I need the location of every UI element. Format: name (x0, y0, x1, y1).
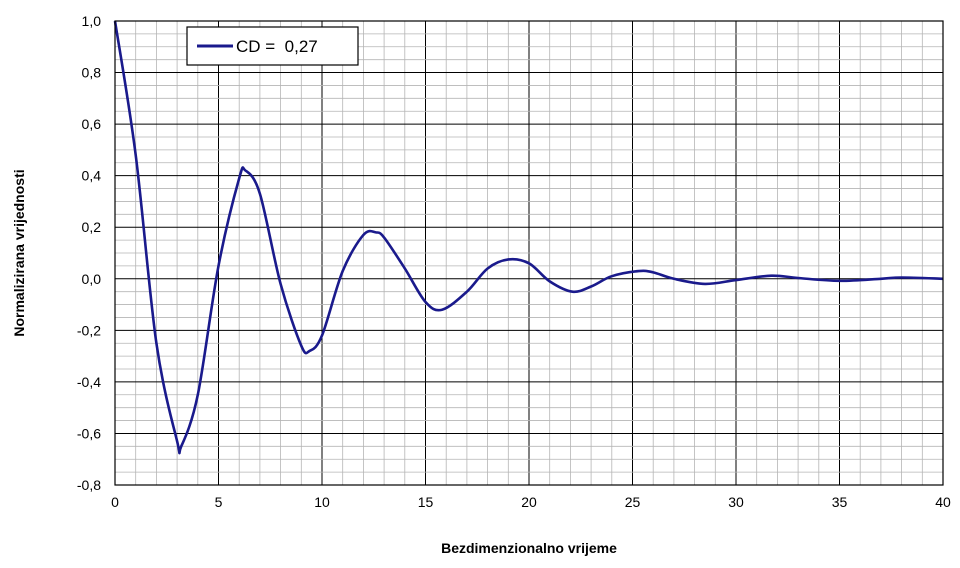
y-axis-title: Normalizirana vrijednosti (11, 169, 27, 336)
series-layer (113, 20, 944, 455)
x-tick-label: 0 (111, 494, 119, 510)
y-tick-label: 1,0 (82, 13, 102, 29)
grid (114, 20, 944, 486)
y-tick-label: -0,2 (77, 322, 101, 338)
y-tick-label: 0,2 (82, 219, 102, 235)
series-line (113, 20, 944, 455)
x-tick-label: 15 (418, 494, 434, 510)
x-tick-label: 30 (728, 494, 744, 510)
x-tick-label: 40 (935, 494, 951, 510)
y-tick-label: -0,6 (77, 425, 101, 441)
y-tick-label: -0,8 (77, 477, 101, 493)
x-tick-label: 35 (832, 494, 848, 510)
legend: CD = 0,27 (186, 26, 359, 66)
y-tick-label: 0,4 (82, 168, 102, 184)
x-tick-label: 25 (625, 494, 641, 510)
tick-labels: 0 5 10 15 20 25 30 35 40 1,0 0,8 0,6 0,4 0,2 0,0 -0,2 -0… (77, 13, 951, 510)
y-tick-label: 0,8 (82, 65, 102, 81)
y-tick-label: 0,6 (82, 116, 102, 132)
x-axis-title: Bezdimenzionalno vrijeme (441, 540, 617, 556)
y-tick-label: -0,4 (77, 374, 101, 390)
x-tick-label: 5 (215, 494, 223, 510)
y-tick-label: 0,0 (82, 271, 102, 287)
legend-label: CD = 0,27 (236, 37, 318, 56)
x-tick-label: 20 (521, 494, 537, 510)
x-tick-label: 10 (314, 494, 330, 510)
plot-frame (114, 20, 944, 486)
